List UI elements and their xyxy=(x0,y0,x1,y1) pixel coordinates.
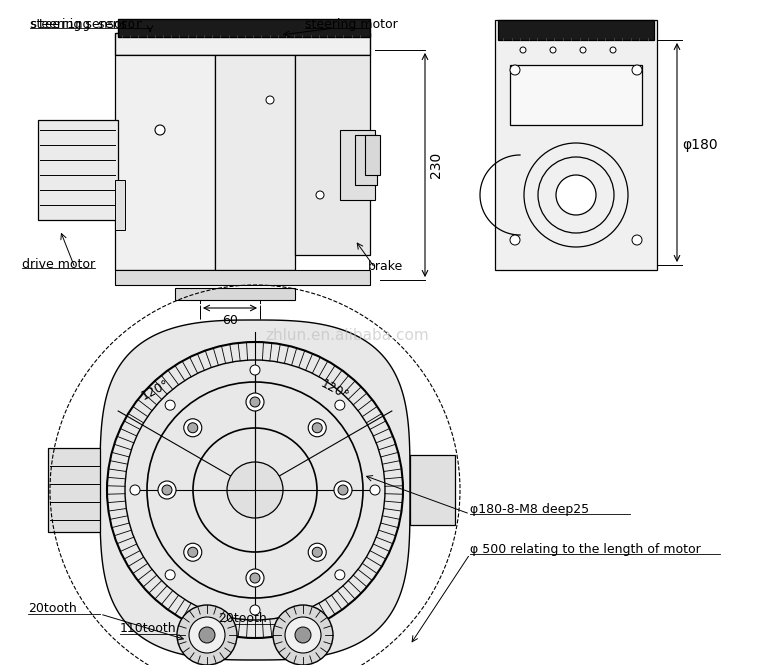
Circle shape xyxy=(510,235,520,245)
Bar xyxy=(115,55,215,270)
Bar xyxy=(115,180,125,230)
Text: steering sensor: steering sensor xyxy=(30,18,127,31)
Text: steering motor: steering motor xyxy=(305,18,398,31)
Circle shape xyxy=(189,617,225,653)
Bar xyxy=(410,455,455,525)
Bar xyxy=(115,270,370,285)
Circle shape xyxy=(308,419,326,437)
Circle shape xyxy=(177,605,237,665)
Circle shape xyxy=(250,573,260,583)
Circle shape xyxy=(184,543,201,561)
Text: 20tooth: 20tooth xyxy=(28,602,77,614)
Circle shape xyxy=(335,400,345,410)
Text: φ180-8-M8 deep25: φ180-8-M8 deep25 xyxy=(470,503,589,517)
Bar xyxy=(295,55,370,255)
Text: φ 500 relating to the length of motor: φ 500 relating to the length of motor xyxy=(470,543,701,557)
Text: 110tooth: 110tooth xyxy=(120,622,177,634)
Circle shape xyxy=(312,547,323,557)
Circle shape xyxy=(580,47,586,53)
Circle shape xyxy=(316,191,324,199)
Circle shape xyxy=(227,462,283,518)
Text: brake: brake xyxy=(368,260,403,273)
Circle shape xyxy=(520,47,526,53)
Bar xyxy=(48,448,100,532)
Bar xyxy=(498,20,654,40)
Circle shape xyxy=(187,423,198,433)
Circle shape xyxy=(165,570,175,580)
Text: φ180: φ180 xyxy=(682,138,718,152)
Text: 120°: 120° xyxy=(139,377,171,403)
Circle shape xyxy=(556,175,596,215)
Circle shape xyxy=(246,569,264,587)
Polygon shape xyxy=(100,320,410,660)
Text: steering sensor: steering sensor xyxy=(30,18,142,31)
Circle shape xyxy=(155,125,165,135)
Circle shape xyxy=(632,65,642,75)
Bar xyxy=(118,19,370,37)
Circle shape xyxy=(162,485,172,495)
Text: drive motor: drive motor xyxy=(22,258,95,271)
Circle shape xyxy=(130,485,140,495)
Text: 230: 230 xyxy=(429,152,443,178)
Circle shape xyxy=(550,47,556,53)
Circle shape xyxy=(184,419,201,437)
Circle shape xyxy=(246,393,264,411)
Circle shape xyxy=(199,627,215,643)
Circle shape xyxy=(165,400,175,410)
Circle shape xyxy=(250,365,260,375)
Circle shape xyxy=(295,627,311,643)
Circle shape xyxy=(632,235,642,245)
Text: zhlun.en.alibaba.com: zhlun.en.alibaba.com xyxy=(265,327,429,342)
Circle shape xyxy=(308,543,326,561)
Circle shape xyxy=(273,605,333,665)
Bar xyxy=(340,130,375,200)
Circle shape xyxy=(335,570,345,580)
Bar xyxy=(355,135,377,185)
Circle shape xyxy=(187,547,198,557)
Bar xyxy=(115,33,370,55)
Bar xyxy=(38,120,118,220)
Circle shape xyxy=(158,481,176,499)
Circle shape xyxy=(510,65,520,75)
Circle shape xyxy=(250,397,260,407)
Text: 120°: 120° xyxy=(319,377,351,403)
Circle shape xyxy=(312,423,323,433)
Bar xyxy=(495,20,657,270)
Bar xyxy=(365,135,380,175)
Bar xyxy=(175,288,295,300)
Text: 20tooth: 20tooth xyxy=(218,612,267,624)
Circle shape xyxy=(266,96,274,104)
Circle shape xyxy=(370,485,380,495)
Circle shape xyxy=(334,481,352,499)
Circle shape xyxy=(285,617,321,653)
Circle shape xyxy=(338,485,348,495)
Circle shape xyxy=(250,605,260,615)
Bar xyxy=(510,65,642,125)
Text: 60: 60 xyxy=(222,314,238,327)
Circle shape xyxy=(610,47,616,53)
Bar xyxy=(215,55,295,270)
